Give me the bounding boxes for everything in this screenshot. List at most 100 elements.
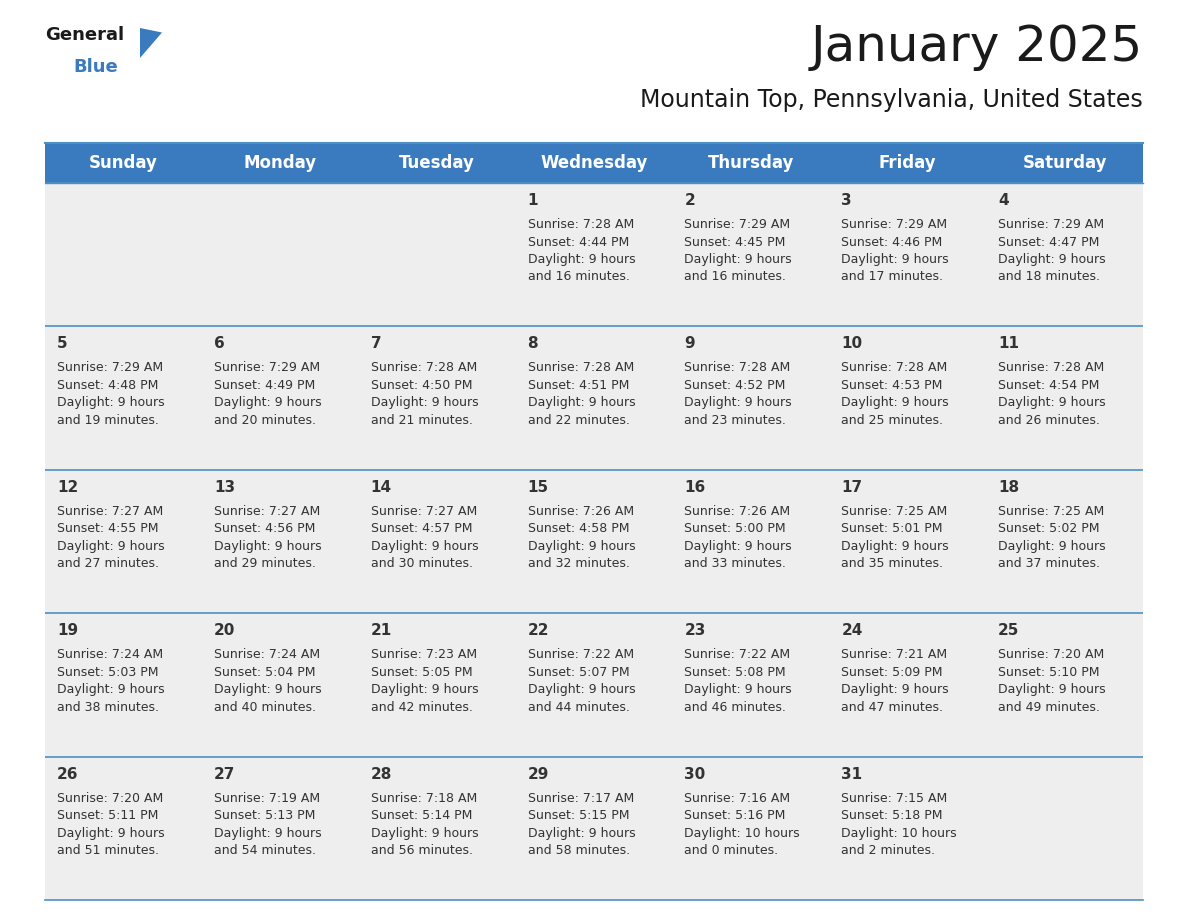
Text: 6: 6 xyxy=(214,336,225,352)
Text: Sunset: 4:49 PM: Sunset: 4:49 PM xyxy=(214,379,315,392)
Text: and 58 minutes.: and 58 minutes. xyxy=(527,844,630,857)
Text: and 22 minutes.: and 22 minutes. xyxy=(527,414,630,427)
Text: Daylight: 9 hours: Daylight: 9 hours xyxy=(684,253,792,266)
Text: 28: 28 xyxy=(371,767,392,781)
Text: Sunset: 5:00 PM: Sunset: 5:00 PM xyxy=(684,522,786,535)
Text: Sunrise: 7:27 AM: Sunrise: 7:27 AM xyxy=(214,505,320,518)
Text: 15: 15 xyxy=(527,480,549,495)
Text: Daylight: 9 hours: Daylight: 9 hours xyxy=(684,540,792,553)
Text: and 49 minutes.: and 49 minutes. xyxy=(998,700,1100,713)
Text: Sunrise: 7:18 AM: Sunrise: 7:18 AM xyxy=(371,791,476,804)
Text: 4: 4 xyxy=(998,193,1009,208)
Text: Sunset: 5:18 PM: Sunset: 5:18 PM xyxy=(841,809,943,823)
Text: Sunrise: 7:28 AM: Sunrise: 7:28 AM xyxy=(527,218,634,231)
Text: 27: 27 xyxy=(214,767,235,781)
Text: Sunrise: 7:28 AM: Sunrise: 7:28 AM xyxy=(527,362,634,375)
Text: Sunrise: 7:25 AM: Sunrise: 7:25 AM xyxy=(841,505,948,518)
Text: Daylight: 9 hours: Daylight: 9 hours xyxy=(841,540,949,553)
Text: and 18 minutes.: and 18 minutes. xyxy=(998,271,1100,284)
Bar xyxy=(45,470,1143,613)
Text: Monday: Monday xyxy=(244,154,317,172)
Text: Daylight: 9 hours: Daylight: 9 hours xyxy=(998,397,1106,409)
Text: Daylight: 9 hours: Daylight: 9 hours xyxy=(527,253,636,266)
Text: Sunrise: 7:29 AM: Sunrise: 7:29 AM xyxy=(57,362,163,375)
Text: Daylight: 9 hours: Daylight: 9 hours xyxy=(527,826,636,840)
Text: Sunrise: 7:27 AM: Sunrise: 7:27 AM xyxy=(57,505,163,518)
Text: 26: 26 xyxy=(57,767,78,781)
Text: January 2025: January 2025 xyxy=(810,23,1143,71)
Text: Daylight: 10 hours: Daylight: 10 hours xyxy=(841,826,956,840)
Bar xyxy=(45,756,1143,900)
Text: Sunrise: 7:22 AM: Sunrise: 7:22 AM xyxy=(527,648,633,661)
Text: Sunset: 4:44 PM: Sunset: 4:44 PM xyxy=(527,236,628,249)
Text: Sunset: 5:01 PM: Sunset: 5:01 PM xyxy=(841,522,943,535)
Text: and 17 minutes.: and 17 minutes. xyxy=(841,271,943,284)
Text: Sunset: 5:07 PM: Sunset: 5:07 PM xyxy=(527,666,630,678)
Text: 3: 3 xyxy=(841,193,852,208)
Text: Sunset: 5:10 PM: Sunset: 5:10 PM xyxy=(998,666,1100,678)
Text: and 44 minutes.: and 44 minutes. xyxy=(527,700,630,713)
Text: 2: 2 xyxy=(684,193,695,208)
Text: and 16 minutes.: and 16 minutes. xyxy=(684,271,786,284)
Text: Sunset: 4:50 PM: Sunset: 4:50 PM xyxy=(371,379,472,392)
Text: Daylight: 9 hours: Daylight: 9 hours xyxy=(57,397,165,409)
Text: Sunset: 4:45 PM: Sunset: 4:45 PM xyxy=(684,236,785,249)
Text: Sunrise: 7:27 AM: Sunrise: 7:27 AM xyxy=(371,505,476,518)
Text: Daylight: 9 hours: Daylight: 9 hours xyxy=(684,397,792,409)
Text: 31: 31 xyxy=(841,767,862,781)
Text: and 2 minutes.: and 2 minutes. xyxy=(841,844,935,857)
Text: 14: 14 xyxy=(371,480,392,495)
Text: and 51 minutes.: and 51 minutes. xyxy=(57,844,159,857)
Text: and 0 minutes.: and 0 minutes. xyxy=(684,844,778,857)
Text: Sunrise: 7:25 AM: Sunrise: 7:25 AM xyxy=(998,505,1105,518)
Text: and 16 minutes.: and 16 minutes. xyxy=(527,271,630,284)
Text: Daylight: 9 hours: Daylight: 9 hours xyxy=(841,397,949,409)
Text: Daylight: 9 hours: Daylight: 9 hours xyxy=(371,397,479,409)
Text: 13: 13 xyxy=(214,480,235,495)
Text: Daylight: 9 hours: Daylight: 9 hours xyxy=(57,683,165,696)
Text: Sunrise: 7:29 AM: Sunrise: 7:29 AM xyxy=(684,218,790,231)
Text: and 37 minutes.: and 37 minutes. xyxy=(998,557,1100,570)
Bar xyxy=(45,327,1143,470)
Text: and 25 minutes.: and 25 minutes. xyxy=(841,414,943,427)
Text: Sunset: 4:56 PM: Sunset: 4:56 PM xyxy=(214,522,315,535)
Text: Sunset: 5:13 PM: Sunset: 5:13 PM xyxy=(214,809,315,823)
Text: Sunrise: 7:20 AM: Sunrise: 7:20 AM xyxy=(57,791,163,804)
Text: 16: 16 xyxy=(684,480,706,495)
Text: Friday: Friday xyxy=(879,154,936,172)
Text: and 47 minutes.: and 47 minutes. xyxy=(841,700,943,713)
Bar xyxy=(45,183,1143,327)
Text: Saturday: Saturday xyxy=(1023,154,1107,172)
Text: Thursday: Thursday xyxy=(708,154,794,172)
Bar xyxy=(45,143,1143,183)
Text: Sunrise: 7:21 AM: Sunrise: 7:21 AM xyxy=(841,648,947,661)
Text: Sunset: 5:14 PM: Sunset: 5:14 PM xyxy=(371,809,472,823)
Text: Sunset: 5:02 PM: Sunset: 5:02 PM xyxy=(998,522,1100,535)
Bar xyxy=(45,613,1143,756)
Text: Daylight: 9 hours: Daylight: 9 hours xyxy=(998,540,1106,553)
Text: Sunset: 4:46 PM: Sunset: 4:46 PM xyxy=(841,236,942,249)
Text: and 21 minutes.: and 21 minutes. xyxy=(371,414,473,427)
Text: and 42 minutes.: and 42 minutes. xyxy=(371,700,473,713)
Text: and 27 minutes.: and 27 minutes. xyxy=(57,557,159,570)
Text: Daylight: 9 hours: Daylight: 9 hours xyxy=(371,683,479,696)
Text: Sunrise: 7:29 AM: Sunrise: 7:29 AM xyxy=(998,218,1105,231)
Text: 29: 29 xyxy=(527,767,549,781)
Text: Daylight: 9 hours: Daylight: 9 hours xyxy=(371,826,479,840)
Text: and 29 minutes.: and 29 minutes. xyxy=(214,557,316,570)
Text: and 23 minutes.: and 23 minutes. xyxy=(684,414,786,427)
Text: Sunset: 4:47 PM: Sunset: 4:47 PM xyxy=(998,236,1100,249)
Text: Sunrise: 7:28 AM: Sunrise: 7:28 AM xyxy=(841,362,948,375)
Text: 7: 7 xyxy=(371,336,381,352)
Text: and 38 minutes.: and 38 minutes. xyxy=(57,700,159,713)
Text: and 30 minutes.: and 30 minutes. xyxy=(371,557,473,570)
Text: 24: 24 xyxy=(841,623,862,638)
Text: 11: 11 xyxy=(998,336,1019,352)
Text: 9: 9 xyxy=(684,336,695,352)
Text: Sunrise: 7:24 AM: Sunrise: 7:24 AM xyxy=(214,648,320,661)
Text: Sunset: 4:53 PM: Sunset: 4:53 PM xyxy=(841,379,942,392)
Text: Daylight: 9 hours: Daylight: 9 hours xyxy=(684,683,792,696)
Text: Sunset: 5:08 PM: Sunset: 5:08 PM xyxy=(684,666,786,678)
Text: Sunrise: 7:16 AM: Sunrise: 7:16 AM xyxy=(684,791,790,804)
Text: and 40 minutes.: and 40 minutes. xyxy=(214,700,316,713)
